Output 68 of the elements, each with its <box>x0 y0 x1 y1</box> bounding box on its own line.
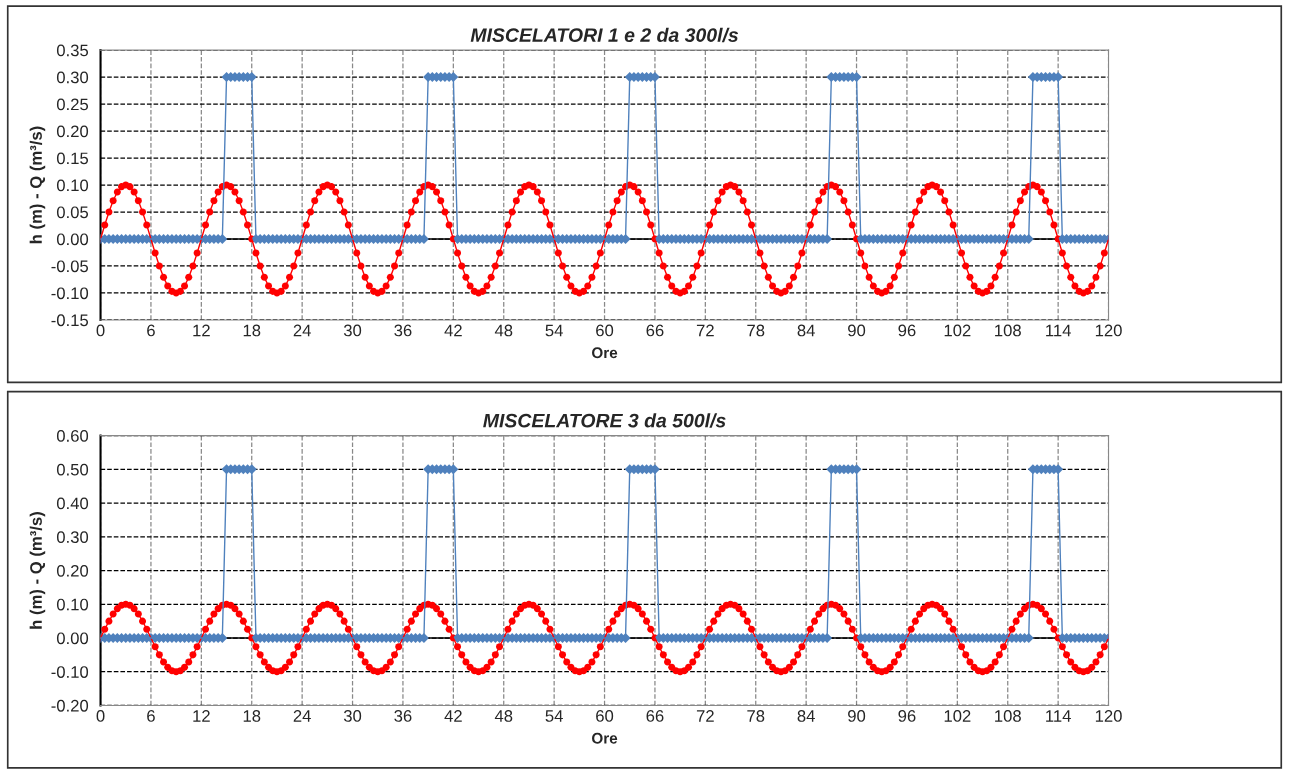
x-tick-label: 120 <box>1095 324 1122 337</box>
x-tick-label: 102 <box>944 324 971 337</box>
x-tick-label: 90 <box>848 710 866 722</box>
x-tick-label: 66 <box>646 710 664 722</box>
x-tick-label: 12 <box>193 324 210 337</box>
x-tick-label: 18 <box>243 324 261 337</box>
x-axis-title: Ore <box>592 732 618 744</box>
x-tick-label: 60 <box>596 324 614 337</box>
y-tick-label: 0.25 <box>56 98 89 111</box>
x-tick-label: 102 <box>944 710 971 722</box>
y-tick-label: 0.05 <box>56 206 89 219</box>
y-tick-label: -0.10 <box>51 287 89 300</box>
x-tick-label: 114 <box>1046 710 1071 722</box>
x-tick-label: 72 <box>696 324 714 337</box>
x-tick-label: 84 <box>797 710 815 722</box>
y-tick-label: -0.10 <box>51 666 89 678</box>
x-tick-label: 96 <box>898 324 916 337</box>
x-tick-label: 6 <box>147 710 155 722</box>
x-tick-label: 12 <box>193 710 210 722</box>
y-tick-label: 0.00 <box>56 632 89 645</box>
x-tick-label: 108 <box>995 710 1021 722</box>
x-tick-label: 18 <box>243 710 261 722</box>
y-axis-title: h (m) - Q (m³/s) <box>29 126 46 244</box>
y-tick-label: 0.15 <box>56 152 89 165</box>
x-tick-label: 36 <box>394 324 412 337</box>
x-tick-label: 42 <box>444 324 462 337</box>
chart-title: MISCELATORI 1 e 2 da 300l/s <box>470 27 739 43</box>
x-tick-label: 60 <box>596 710 614 722</box>
y-tick-label: 0.35 <box>56 44 89 57</box>
y-tick-label: 0.10 <box>56 598 89 611</box>
x-tick-label: 48 <box>494 710 513 722</box>
y-tick-label: 0.50 <box>56 463 89 476</box>
x-tick-label: 66 <box>646 324 664 337</box>
x-tick-label: 72 <box>696 710 714 722</box>
x-tick-label: 0 <box>96 324 105 337</box>
y-tick-label: 0.60 <box>56 430 89 442</box>
y-tick-label: -0.20 <box>51 699 89 712</box>
chart-title: MISCELATORE 3 da 500l/s <box>483 413 726 428</box>
x-tick-label: 30 <box>343 710 362 722</box>
x-tick-label: 36 <box>394 710 412 722</box>
x-tick-label: 120 <box>1095 710 1122 722</box>
y-tick-label: 0.40 <box>56 497 89 510</box>
x-tick-label: 114 <box>1046 324 1071 337</box>
x-tick-label: 78 <box>747 324 765 337</box>
x-tick-label: 24 <box>293 324 311 337</box>
y-tick-label: 0.20 <box>56 125 89 138</box>
x-tick-label: 30 <box>343 324 362 337</box>
x-tick-label: 6 <box>147 324 155 337</box>
y-tick-label: 0.30 <box>56 531 89 544</box>
x-tick-label: 90 <box>848 324 866 337</box>
x-tick-label: 108 <box>995 324 1021 337</box>
x-tick-label: 0 <box>96 710 105 722</box>
x-tick-label: 54 <box>545 324 563 337</box>
x-tick-label: 96 <box>898 710 916 722</box>
y-tick-label: -0.05 <box>51 260 89 273</box>
y-axis-title: h (m) - Q (m³/s) <box>29 512 46 629</box>
x-tick-label: 48 <box>494 324 513 337</box>
x-tick-label: 24 <box>293 710 311 722</box>
x-axis-title: Ore <box>592 347 618 359</box>
y-tick-label: 0.30 <box>56 71 89 84</box>
y-tick-label: -0.15 <box>51 314 89 327</box>
x-tick-label: 54 <box>545 710 563 722</box>
x-tick-label: 42 <box>444 710 462 722</box>
x-tick-label: 78 <box>747 710 765 722</box>
y-tick-label: 0.20 <box>56 564 89 577</box>
y-tick-label: 0.00 <box>56 233 89 246</box>
y-tick-label: 0.10 <box>56 179 89 192</box>
x-tick-label: 84 <box>797 324 815 337</box>
